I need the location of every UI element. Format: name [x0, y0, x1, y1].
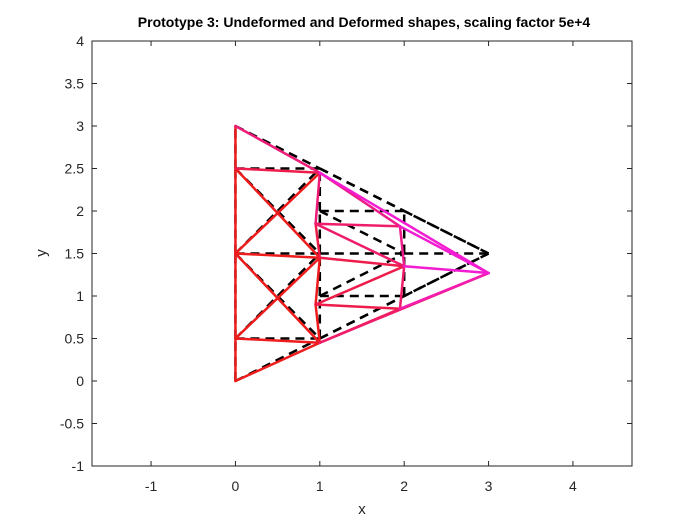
x-tick-label: 4 [569, 478, 577, 494]
deformed-member-29 [402, 265, 490, 275]
x-axis-ticks: -1 0 1 2 3 4 [145, 41, 577, 494]
plot-area: -1 0 1 2 3 4 -1 -0.5 0 0.5 1 1.5 2 2.5 3 3.5 4 [60, 33, 633, 494]
x-tick-label: 2 [400, 478, 408, 494]
y-tick-label: 4 [76, 33, 84, 49]
deformed-member-13 [314, 303, 322, 344]
deformed-member-28 [398, 271, 490, 310]
y-tick-label: 0 [76, 373, 84, 389]
undeformed-member-30 [403, 209, 490, 255]
x-axis-label: x [358, 501, 366, 518]
deformed-member-12 [234, 124, 322, 174]
y-tick-label: 1 [76, 288, 84, 304]
y-tick-label: 3 [76, 118, 84, 134]
deformed-member-26 [398, 265, 406, 310]
deformed-member-16 [314, 171, 322, 225]
y-tick-label: 2 [76, 203, 84, 219]
x-tick-label: -1 [145, 478, 158, 494]
deformed-member-25 [318, 171, 490, 275]
deformed-member-22 [314, 222, 402, 228]
y-tick-label: -1 [72, 458, 85, 474]
deformed-member-4 [234, 337, 322, 344]
deformed-member-14 [314, 256, 322, 306]
chart-title: Prototype 3: Undeformed and Deformed sha… [138, 14, 591, 30]
axes-background [92, 41, 632, 466]
deformed-shape [234, 124, 490, 383]
y-tick-label: -0.5 [60, 416, 84, 432]
deformed-member-7 [234, 252, 322, 344]
y-axis-label: y [33, 249, 50, 257]
deformed-member-8 [234, 252, 322, 259]
deformed-member-18 [314, 303, 402, 310]
y-tick-label: 1.5 [65, 246, 85, 262]
deformed-member-21 [314, 222, 406, 268]
y-tick-label: 3.5 [65, 76, 85, 92]
deformed-member-10 [234, 167, 322, 259]
deformed-member-27 [398, 225, 406, 268]
undeformed-member-21 [319, 209, 405, 255]
undeformed-member-28 [403, 252, 490, 298]
deformed-member-30 [398, 225, 490, 275]
deformed-member-11 [234, 167, 322, 174]
y-tick-label: 2.5 [65, 161, 85, 177]
x-tick-label: 3 [485, 478, 493, 494]
deformed-member-20 [318, 256, 406, 268]
x-tick-label: 0 [232, 478, 240, 494]
y-tick-label: 0.5 [65, 331, 85, 347]
deformed-member-19 [314, 265, 406, 306]
deformed-member-15 [314, 222, 322, 259]
deformed-member-5 [234, 341, 322, 383]
y-axis-ticks: -1 -0.5 0 0.5 1 1.5 2 2.5 3 3.5 4 [60, 33, 632, 474]
x-tick-label: 1 [316, 478, 324, 494]
